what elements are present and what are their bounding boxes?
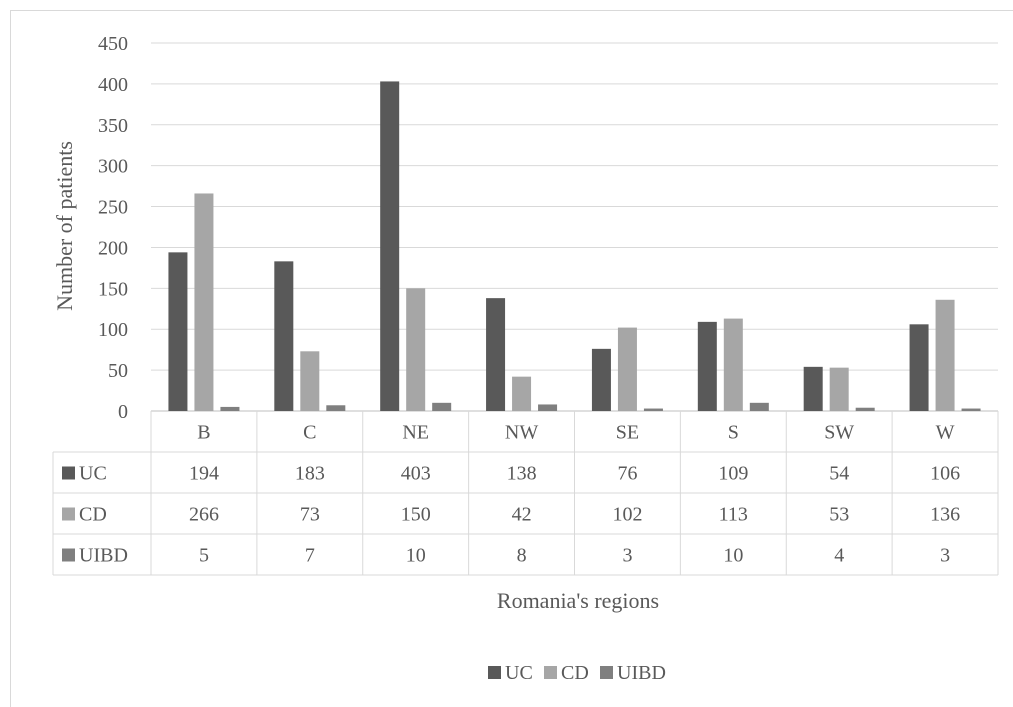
bar-uc-ne (380, 81, 400, 412)
table-value: 106 (930, 463, 960, 485)
bar-uc-s (697, 321, 717, 411)
bar-cd-ne (406, 288, 426, 411)
y-tick-label: 400 (98, 74, 128, 96)
table-value: 183 (295, 463, 325, 485)
table-value: 10 (723, 545, 743, 567)
table-legend-key-uibd (62, 548, 75, 562)
y-tick-label: 0 (118, 401, 128, 423)
legend: UC CD UIBD (488, 662, 666, 684)
bar-cd-se (617, 327, 637, 411)
category-label: W (936, 422, 955, 444)
bar-uc-nw (486, 298, 506, 411)
bar-uc-c (274, 261, 294, 411)
category-label: S (728, 422, 739, 444)
bars (168, 81, 981, 412)
legend-key-uc (488, 666, 501, 679)
table-value: 7 (305, 545, 315, 567)
table-value: 10 (406, 545, 426, 567)
legend-label-uibd: UIBD (617, 662, 666, 684)
y-tick-label: 450 (98, 33, 128, 55)
bar-uibd-c (326, 405, 346, 411)
table-value: 150 (401, 504, 431, 526)
legend-key-uibd (600, 666, 613, 679)
y-tick-label: 300 (98, 156, 128, 178)
table-value: 3 (622, 545, 632, 567)
y-tick-label: 350 (98, 115, 128, 137)
category-label: SE (616, 422, 639, 444)
bar-uibd-sw (855, 407, 875, 411)
bar-cd-sw (829, 367, 849, 411)
bar-cd-w (935, 299, 955, 411)
table-value: 73 (300, 504, 320, 526)
table-value: 4 (834, 545, 844, 567)
bar-uc-b (168, 252, 188, 411)
table-series-name: UC (79, 463, 107, 485)
bar-uc-se (591, 348, 611, 411)
category-label: B (197, 422, 210, 444)
category-label: SW (824, 422, 854, 444)
bar-uibd-s (749, 402, 769, 411)
bar-cd-nw (512, 376, 532, 411)
table-value: 5 (199, 545, 209, 567)
table-value: 102 (612, 504, 642, 526)
bar-uibd-w (961, 408, 981, 411)
table-value: 53 (829, 504, 849, 526)
table-value: 42 (512, 504, 532, 526)
table-value: 403 (401, 463, 431, 485)
table-value: 113 (719, 504, 748, 526)
y-axis-ticks: 0 50 100 150 200 250 300 350 400 450 (98, 33, 128, 423)
category-label: NW (505, 422, 538, 444)
legend-key-cd (544, 666, 557, 679)
table-value: 138 (507, 463, 537, 485)
table-series-name: CD (79, 504, 107, 526)
bar-uibd-se (643, 408, 663, 411)
table-value: 194 (189, 463, 219, 485)
y-tick-label: 100 (98, 319, 128, 341)
table-value: 76 (617, 463, 637, 485)
bar-uc-w (909, 324, 929, 411)
category-label: C (303, 422, 316, 444)
y-tick-label: 50 (108, 360, 128, 382)
y-tick-label: 200 (98, 237, 128, 259)
table-legend-key-uc (62, 466, 75, 480)
table-value: 109 (718, 463, 748, 485)
bar-uibd-b (220, 406, 240, 411)
bar-uibd-nw (538, 404, 558, 411)
table-legend-key-cd (62, 507, 75, 521)
table-value: 54 (829, 463, 849, 485)
y-tick-label: 250 (98, 197, 128, 219)
bar-cd-c (300, 351, 320, 411)
y-axis-label: Number of patients (52, 141, 77, 311)
bar-uc-sw (803, 366, 823, 411)
frame-left-border (10, 10, 11, 707)
table-value: 8 (517, 545, 527, 567)
category-label: NE (402, 422, 429, 444)
table-value: 3 (940, 545, 950, 567)
y-tick-label: 150 (98, 278, 128, 300)
bar-cd-b (194, 193, 214, 411)
legend-label-uc: UC (505, 662, 533, 684)
bar-cd-s (723, 318, 743, 411)
frame-top-border (10, 10, 1013, 11)
x-axis-label: Romania's regions (497, 588, 659, 613)
bar-uibd-ne (432, 402, 452, 411)
table-value: 266 (189, 504, 219, 526)
table-series-name: UIBD (79, 545, 128, 567)
table-value: 136 (930, 504, 960, 526)
legend-label-cd: CD (561, 662, 589, 684)
